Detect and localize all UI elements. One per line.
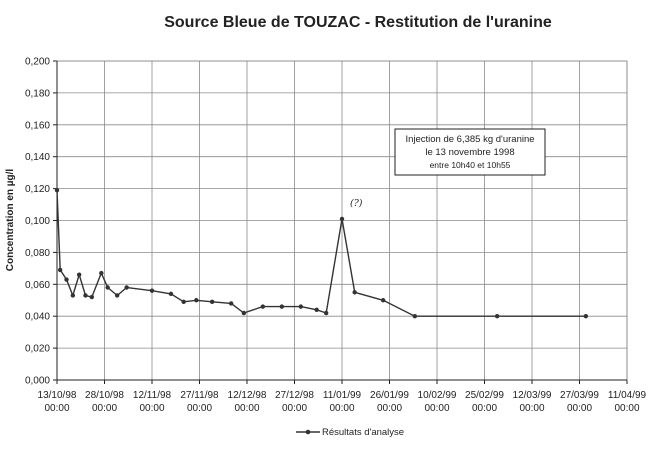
- x-tick-label: 12/03/99: [513, 390, 552, 401]
- data-point: [298, 304, 304, 309]
- x-tick-sublabel: 00:00: [234, 403, 259, 414]
- data-point: [228, 301, 234, 306]
- y-tick-label: 0,060: [25, 280, 50, 291]
- x-tick-sublabel: 00:00: [92, 403, 117, 414]
- data-point: [209, 299, 215, 305]
- x-tick-sublabel: 00:00: [377, 403, 402, 414]
- y-tick-label: 0,120: [25, 184, 50, 195]
- data-point: [323, 310, 329, 316]
- injection-annotation-box: Injection de 6,385 kg d'uranine le 13 no…: [394, 128, 546, 176]
- data-point: [114, 293, 120, 298]
- annotation-frame: [394, 128, 546, 176]
- axes: [53, 60, 628, 384]
- x-tick-sublabel: 00:00: [472, 403, 497, 414]
- x-tick-label: 11/01/99: [323, 390, 362, 401]
- x-tick-sublabel: 00:00: [567, 403, 592, 414]
- data-point: [76, 272, 82, 277]
- data-point: [54, 187, 60, 193]
- x-tick-label: 11/04/99: [608, 390, 647, 401]
- y-tick-label: 0,160: [25, 120, 50, 131]
- x-tick-label: 25/02/99: [465, 390, 504, 401]
- data-point: [83, 293, 88, 298]
- x-tick-label: 27/11/98: [180, 390, 219, 401]
- data-point: [380, 298, 386, 303]
- data-point: [352, 290, 357, 295]
- y-tick-label: 0,020: [25, 344, 50, 355]
- x-tick-labels: 13/10/98 00:00 28/10/98 00:00 12/11/98 00:00 2…: [38, 390, 647, 414]
- x-tick-label: 12/12/98: [228, 390, 267, 401]
- y-tick-label: 0,140: [25, 152, 50, 163]
- annotation-line-2: le 13 novembre 1998: [425, 147, 514, 158]
- x-tick-sublabel: 00:00: [519, 403, 544, 414]
- annotation-line-1: Injection de 6,385 kg d'uranine: [405, 134, 534, 145]
- data-point: [194, 298, 199, 303]
- y-axis-label: Concentration en µg/l: [5, 169, 16, 272]
- x-tick-sublabel: 00:00: [424, 403, 449, 414]
- series-line: [56, 190, 586, 317]
- legend-marker: [305, 429, 311, 435]
- x-tick-label: 13/10/98: [38, 390, 77, 401]
- y-tick-label: 0,200: [25, 57, 50, 68]
- x-tick-sublabel: 00:00: [44, 403, 69, 414]
- data-point: [260, 304, 266, 309]
- data-point: [314, 307, 319, 313]
- data-point: [124, 285, 129, 290]
- handwritten-mark: (?): [350, 198, 363, 209]
- data-point: [64, 277, 69, 282]
- legend: Résultats d'analyse: [296, 427, 404, 438]
- data-point: [412, 314, 418, 319]
- y-tick-label: 0,180: [25, 88, 50, 99]
- data-point: [70, 293, 76, 298]
- data-point: [181, 299, 186, 305]
- data-point: [279, 304, 285, 309]
- data-point: [149, 288, 155, 293]
- y-tick-labels: 0,000 0,020 0,040 0,060 0,080 0,100 0,120 0,140…: [25, 57, 50, 387]
- data-point: [494, 314, 500, 319]
- y-tick-label: 0,080: [25, 248, 50, 259]
- annotation-line-3: entre 10h40 et 10h55: [430, 160, 511, 170]
- data-point: [583, 314, 589, 319]
- x-tick-sublabel: 00:00: [187, 403, 212, 414]
- data-point: [105, 285, 110, 290]
- data-point: [339, 216, 345, 222]
- x-tick-label: 27/03/99: [560, 390, 599, 401]
- chart-title: Source Bleue de TOUZAC - Restitution de …: [164, 14, 552, 31]
- data-point: [57, 267, 63, 273]
- data-point: [168, 291, 174, 297]
- x-tick-label: 26/01/99: [370, 390, 409, 401]
- data-point: [99, 270, 104, 276]
- x-tick-label: 12/11/98: [133, 390, 172, 401]
- data-point: [89, 294, 95, 300]
- x-tick-sublabel: 00:00: [139, 403, 164, 414]
- x-tick-label: 28/10/98: [85, 390, 124, 401]
- x-tick-sublabel: 00:00: [614, 403, 639, 414]
- y-tick-label: 0,000: [25, 376, 50, 387]
- y-tick-label: 0,040: [25, 312, 50, 323]
- data-point: [241, 310, 247, 316]
- series-resultats: [54, 187, 589, 319]
- x-tick-label: 27/12/98: [275, 390, 314, 401]
- y-tick-label: 0,100: [25, 216, 50, 227]
- legend-label: Résultats d'analyse: [322, 427, 404, 438]
- x-tick-sublabel: 00:00: [329, 403, 354, 414]
- x-tick-label: 10/02/99: [418, 390, 457, 401]
- x-tick-sublabel: 00:00: [282, 403, 307, 414]
